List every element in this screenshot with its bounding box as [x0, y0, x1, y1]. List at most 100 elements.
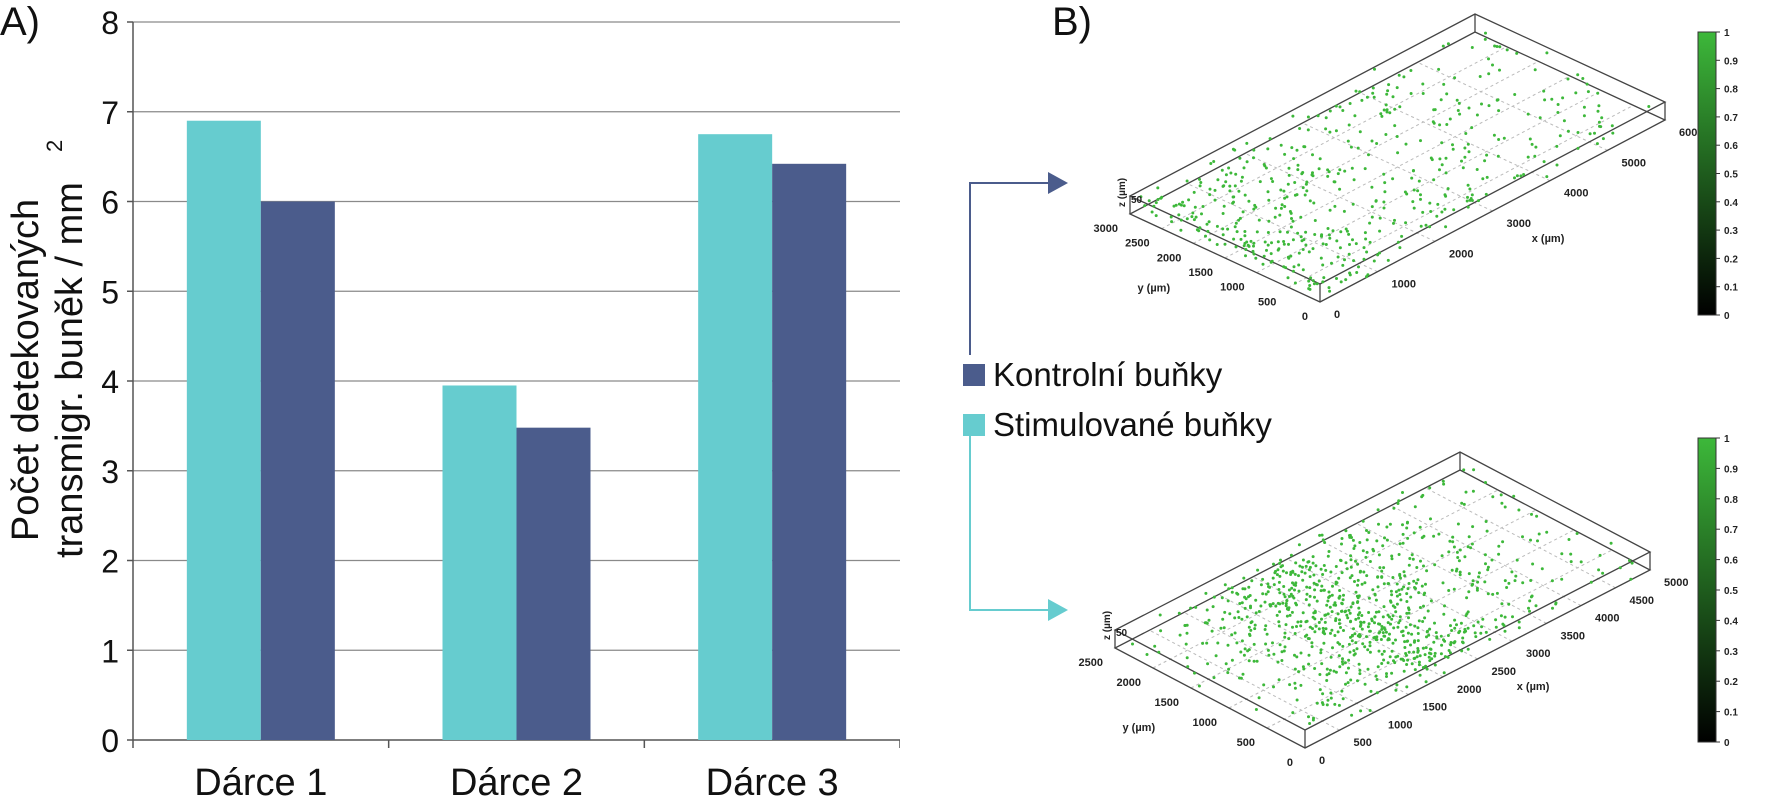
data-point — [1177, 611, 1181, 615]
data-point — [1320, 233, 1324, 237]
data-point — [1371, 86, 1375, 90]
data-point — [1384, 103, 1388, 107]
data-point — [1321, 573, 1325, 576]
data-point — [1205, 621, 1209, 625]
data-point — [1174, 203, 1178, 207]
data-point — [1230, 590, 1234, 594]
data-point — [1266, 243, 1270, 247]
data-point — [1427, 633, 1431, 637]
data-point — [1491, 495, 1495, 499]
data-point — [1492, 133, 1496, 137]
data-point — [1299, 651, 1303, 655]
grid-line-x — [1459, 469, 1651, 571]
data-point — [1286, 606, 1290, 610]
data-point — [1396, 502, 1400, 505]
data-point — [1336, 255, 1340, 259]
data-point — [1479, 631, 1483, 635]
data-point — [1303, 571, 1307, 575]
data-point — [1364, 237, 1368, 241]
data-point — [1412, 650, 1416, 654]
data-point — [1266, 648, 1270, 652]
data-point — [1226, 599, 1230, 603]
data-point — [1403, 574, 1407, 578]
data-point — [1312, 282, 1316, 286]
data-point — [1307, 279, 1311, 283]
data-point — [1438, 157, 1442, 161]
data-point — [1399, 598, 1403, 602]
data-point — [1293, 193, 1297, 197]
data-point — [1443, 207, 1447, 211]
grid-line-x — [1183, 611, 1375, 713]
data-point — [1589, 580, 1593, 584]
data-point — [1485, 153, 1489, 157]
data-point — [1237, 189, 1241, 193]
grid-line-x — [1356, 522, 1547, 624]
data-point — [1283, 645, 1287, 649]
data-point — [1344, 671, 1348, 675]
data-point — [1372, 636, 1376, 640]
data-point — [1439, 98, 1443, 102]
data-point — [1185, 217, 1189, 221]
data-point — [1442, 638, 1445, 642]
data-point — [1449, 624, 1452, 628]
data-point — [1271, 576, 1275, 580]
data-point — [1269, 603, 1273, 607]
data-point — [1481, 177, 1485, 181]
data-point — [1505, 586, 1509, 589]
data-point — [1250, 620, 1254, 624]
data-point — [1463, 155, 1467, 159]
data-point — [1383, 536, 1386, 540]
data-point — [1394, 638, 1397, 642]
y-tick-label: 1 — [101, 633, 119, 669]
data-point — [1369, 689, 1373, 693]
data-point — [1295, 603, 1298, 607]
data-point — [1212, 160, 1216, 163]
x-tick-label: 2000 — [1449, 248, 1473, 260]
grid-line-x — [1218, 594, 1409, 696]
data-point — [1353, 580, 1356, 583]
data-point — [1358, 668, 1362, 672]
data-point — [1143, 204, 1147, 208]
data-point — [1276, 601, 1280, 605]
data-point — [1186, 665, 1190, 669]
data-point — [1268, 603, 1272, 607]
data-point — [1289, 211, 1293, 215]
data-point — [1398, 574, 1402, 577]
data-point — [1298, 564, 1302, 568]
data-point — [1446, 42, 1450, 46]
legend-swatch-control — [963, 364, 985, 386]
x-tick-label: Dárce 1 — [194, 762, 327, 800]
data-point — [1289, 254, 1293, 258]
data-point — [1385, 110, 1389, 114]
data-point — [1351, 602, 1355, 606]
data-point — [1358, 570, 1362, 574]
data-point — [1240, 639, 1244, 643]
data-point — [1367, 596, 1371, 600]
data-point — [1566, 77, 1570, 81]
grid-line-y — [1288, 104, 1634, 288]
data-point — [1325, 703, 1329, 707]
data-point — [1289, 592, 1293, 596]
data-point — [1367, 622, 1371, 626]
data-point — [1486, 568, 1490, 572]
data-point — [1396, 151, 1400, 155]
data-point — [1385, 92, 1389, 96]
data-point — [1208, 193, 1212, 197]
data-point — [1307, 603, 1311, 607]
data-point — [1324, 568, 1328, 572]
data-point — [1330, 593, 1334, 597]
data-point — [1461, 641, 1465, 645]
data-point — [1618, 566, 1622, 570]
data-point — [1320, 701, 1324, 705]
data-point — [1377, 553, 1381, 557]
data-point — [1283, 196, 1287, 200]
data-point — [1545, 175, 1549, 179]
data-point — [1413, 624, 1417, 628]
data-point — [1540, 567, 1544, 571]
data-point — [1467, 535, 1471, 539]
x-tick-label: 2500 — [1492, 666, 1516, 678]
data-point — [1455, 98, 1459, 102]
data-point — [1377, 610, 1381, 614]
data-point — [1390, 593, 1394, 597]
data-point — [1366, 667, 1370, 671]
